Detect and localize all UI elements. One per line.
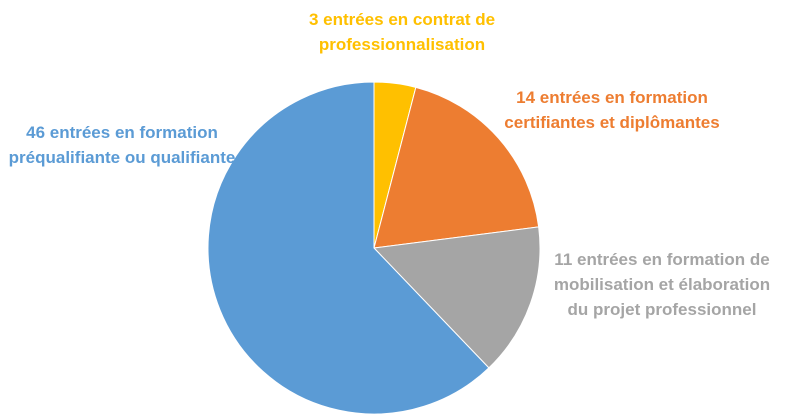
slice-label: 11 entrées en formation de mobilisation … (553, 250, 771, 319)
pie-slice (373, 86, 540, 249)
slice-label: 14 entrées en formation certifiantes et … (504, 88, 720, 132)
pie-slice (372, 226, 541, 369)
slice-label: 3 entrées en contrat de professionnalisa… (308, 10, 496, 54)
slice-label: 46 entrées en formation préqualifiante o… (8, 123, 236, 167)
pie-slice (207, 81, 490, 415)
